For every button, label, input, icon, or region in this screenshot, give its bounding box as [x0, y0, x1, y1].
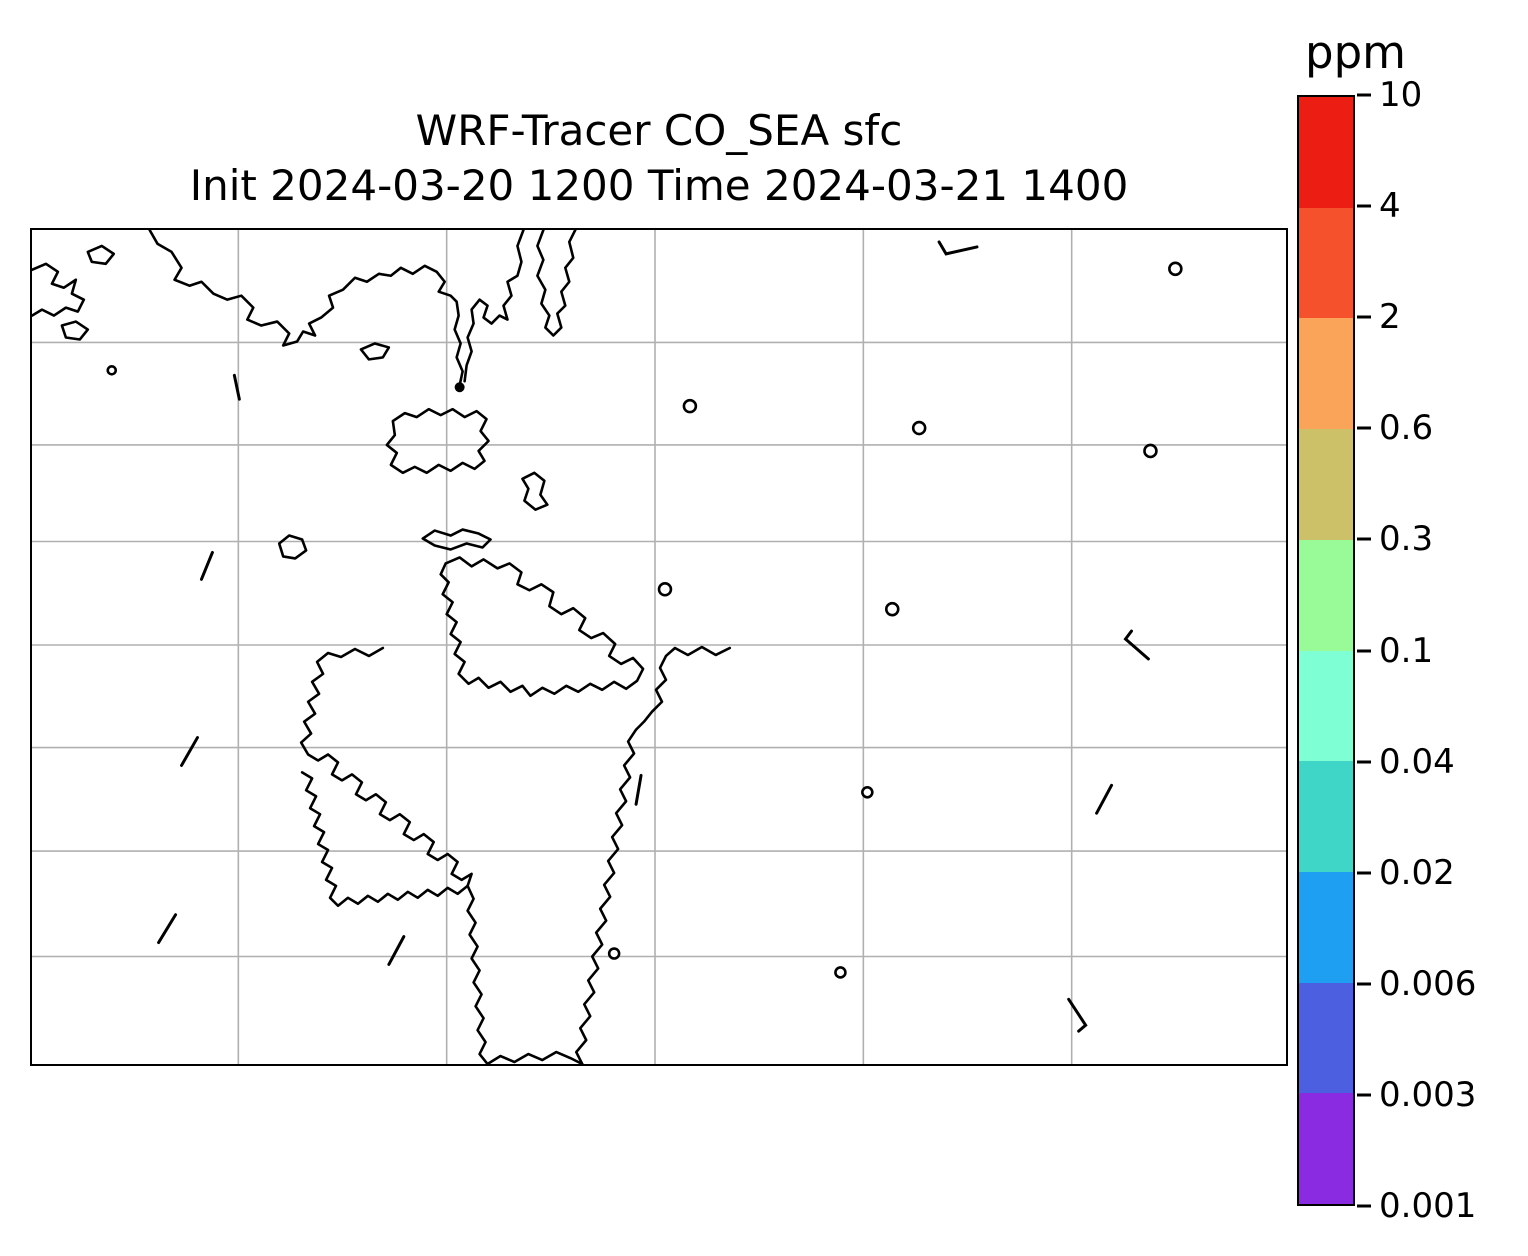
colorbar-tick-mark	[1357, 982, 1371, 986]
colorbar-segment	[1299, 318, 1353, 430]
plot-title: WRF-Tracer CO_SEA sfc	[415, 106, 903, 155]
colorbar-unit-label: ppm	[1305, 26, 1406, 79]
map-canvas	[32, 230, 1286, 1064]
colorbar-tick-label: 0.006	[1379, 963, 1477, 1004]
wind-barb	[1067, 997, 1088, 1033]
wind-barb	[634, 773, 643, 806]
colorbar-segment	[1299, 207, 1353, 319]
colorbar-tick-label: 10	[1379, 75, 1423, 115]
map-plot-area	[30, 228, 1288, 1066]
calm-wind-circle	[607, 947, 621, 960]
colorbar-tick-mark	[1357, 1093, 1371, 1097]
calm-wind-circle	[682, 398, 698, 414]
point-marker	[454, 382, 465, 393]
colorbar-tick-label: 0.003	[1379, 1074, 1477, 1115]
calm-wind-circle	[1168, 261, 1183, 277]
calm-wind-circle	[657, 582, 673, 597]
colorbar-tick-label: 0.1	[1379, 630, 1434, 671]
colorbar-tick-mark	[1357, 649, 1371, 652]
calm-wind-circle	[106, 365, 118, 376]
colorbar-tick-mark	[1357, 426, 1371, 430]
colorbar-tick-mark	[1357, 204, 1371, 208]
colorbar-tick-label: 0.02	[1379, 852, 1455, 893]
colorbar-tick-mark	[1357, 537, 1371, 541]
calm-wind-circle	[861, 786, 874, 799]
wind-barb	[232, 373, 241, 401]
colorbar-tick-label: 0.04	[1379, 741, 1455, 782]
wind-barb	[937, 240, 979, 256]
colorbar-tick-mark	[1357, 871, 1371, 875]
colorbar-segment	[1299, 650, 1353, 762]
wind-barb	[1123, 629, 1150, 661]
colorbar-segment	[1299, 539, 1353, 651]
calm-wind-circle	[884, 601, 900, 617]
calm-wind-circle	[1143, 443, 1158, 459]
colorbar-segment	[1299, 871, 1353, 983]
colorbar-tick-label: 0.3	[1379, 519, 1434, 560]
coastlines	[32, 230, 732, 1064]
wind-barb	[180, 736, 199, 767]
latlon-gridlines	[32, 230, 1286, 1064]
plot-subtitle: Init 2024-03-20 1200 Time 2024-03-21 140…	[189, 161, 1129, 210]
calm-wind-circle	[834, 966, 847, 979]
colorbar-segment	[1299, 761, 1353, 872]
wind-barb-markers	[106, 240, 1183, 1033]
colorbar-segment	[1299, 982, 1353, 1094]
colorbar-segment	[1299, 429, 1353, 540]
colorbar-tick-mark	[1357, 760, 1371, 764]
colorbar-segment	[1299, 97, 1353, 208]
wind-barb	[1095, 783, 1114, 815]
wind-barb	[199, 550, 214, 581]
colorbar-segment	[1299, 1093, 1353, 1205]
wind-barb	[387, 935, 406, 966]
colorbar-tick-label: 0.001	[1379, 1186, 1477, 1226]
colorbar-tick-label: 2	[1379, 297, 1401, 338]
colorbar-tick-mark	[1357, 1204, 1371, 1208]
colorbar-ticks: 10 4 2 0.6 0.3 0.1 0.04 0.02 0.006 0.003 0.001	[1355, 75, 1525, 1226]
calm-wind-circle	[911, 420, 927, 436]
colorbar-tick-mark	[1357, 315, 1371, 319]
colorbar-tick-label: 0.6	[1379, 408, 1434, 449]
colorbar	[1297, 95, 1355, 1206]
wind-barb	[157, 913, 178, 945]
colorbar-tick-mark	[1357, 93, 1371, 97]
colorbar-tick-label: 4	[1379, 186, 1401, 227]
